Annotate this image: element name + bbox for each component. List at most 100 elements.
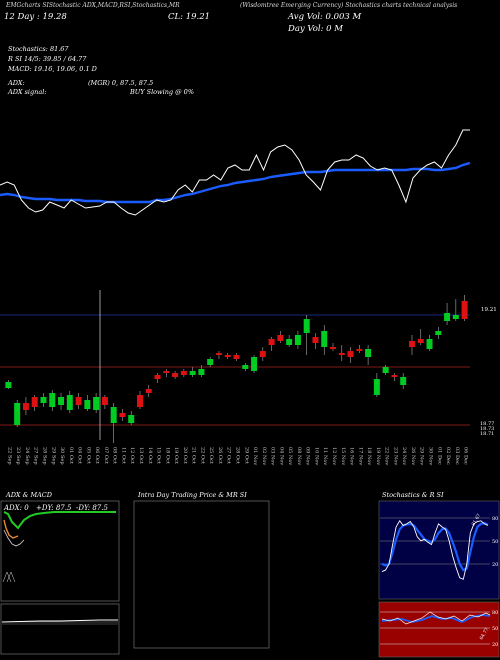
date-tick-label: 29 Sep — [50, 447, 56, 465]
candle-body — [461, 301, 468, 319]
candle-body — [198, 369, 205, 375]
candle-body — [259, 351, 266, 357]
candle-body — [251, 357, 258, 371]
candle-body — [84, 400, 91, 409]
header-top-left: EMGcharts SIStochastic ADX,MACD,RSI,Stoc… — [6, 2, 180, 9]
candle-body — [224, 355, 231, 357]
candle-body — [93, 397, 100, 410]
candle-body — [154, 375, 161, 379]
stoch-tick: 50 — [492, 539, 498, 545]
candle-body — [189, 371, 196, 375]
candle-body — [14, 403, 21, 425]
buy-info: BUY Slowing @ 0% — [130, 88, 194, 96]
candlestick-chart: 19.21 18.77 18.73 18.71 22 Sep 23 Sep 24 S… — [0, 290, 497, 465]
candle-body — [356, 349, 363, 351]
date-tick-label: 25 Oct — [208, 447, 214, 464]
adx-label: ADX: 0 — [3, 504, 29, 512]
date-tick-label: 08 Nov — [296, 447, 302, 465]
date-tick-label: 21 Oct — [191, 447, 197, 464]
candle-body — [31, 397, 38, 407]
candle-body — [66, 395, 73, 410]
adx-green-line — [3, 511, 116, 530]
date-tick-label: 17 Nov — [357, 447, 363, 465]
date-tick-label: 24 Nov — [401, 447, 407, 465]
candle-body — [408, 341, 415, 347]
date-tick-label: 08 Oct — [112, 447, 118, 464]
date-tick-label: 06 Dec — [463, 447, 469, 465]
candle-body — [233, 355, 240, 359]
date-tick-label: 03 Dec — [454, 447, 460, 465]
candle-body — [172, 373, 179, 377]
rsi-tick: 80 — [492, 610, 498, 616]
rsi-tick: 20 — [492, 642, 498, 648]
price-ma-chart — [0, 129, 471, 216]
candle-body — [426, 339, 433, 349]
candle-body — [40, 397, 47, 403]
date-tick-label: 22 Nov — [384, 447, 390, 465]
moving-average-line — [0, 161, 471, 204]
date-tick-label: 02 Nov — [261, 447, 267, 465]
candle-body — [242, 365, 249, 369]
candle-body — [417, 339, 424, 343]
stoch-rsi-panel: 80 50 20 81.67 80 50 20 64.77 — [378, 500, 500, 658]
rsi-blue-line — [381, 614, 491, 623]
rsi-info: R SI 14/5: 39.85 / 64.77 — [8, 55, 87, 63]
candle-body — [75, 397, 82, 405]
plus-dy-label: +DY: 87.5 — [36, 504, 72, 512]
adx-orange-line — [3, 519, 19, 539]
rsi-value-tag: 64.77 — [479, 627, 491, 641]
date-tick-label: 23 Sep — [15, 447, 21, 465]
price-label: 18.71 — [480, 431, 494, 437]
candle-body — [312, 337, 319, 343]
candle-body — [128, 415, 135, 423]
candle-body — [452, 315, 459, 319]
adx-signal-info: ADX signal: — [8, 88, 47, 96]
date-tick-label: 30 Nov — [428, 447, 434, 465]
price-label: 18.77 — [480, 421, 494, 427]
price-label: 18.73 — [480, 426, 494, 432]
date-tick-label: 18 Oct — [164, 447, 170, 464]
macd-info: MACD: 19.16, 19.06, 0.1 D — [8, 65, 97, 73]
date-tick-label: 19 Oct — [173, 447, 179, 464]
adx-panel: ADX: 0 +DY: 87.5 -DY: 87.5 — [0, 500, 120, 655]
date-tick-label: 19 Nov — [375, 447, 381, 465]
candle-body — [286, 339, 293, 345]
date-tick-label: 20 Oct — [182, 447, 188, 464]
macd-line — [1, 619, 118, 623]
avg-vol-label: Avg Vol: 0.003 M — [288, 12, 362, 22]
date-tick-label: 18 Nov — [366, 447, 372, 465]
mgr-info: (MGR) 0, 87.5, 87.5 — [88, 79, 154, 87]
candle-body — [136, 395, 143, 407]
candle-body — [382, 367, 389, 373]
date-tick-label: 26 Nov — [410, 447, 416, 465]
candle-body — [373, 379, 380, 395]
open-label: 12 Day : 19.28 — [4, 12, 67, 22]
rsi-white-line — [381, 611, 491, 625]
candle-body — [321, 331, 328, 347]
stoch-tick: 80 — [492, 516, 498, 522]
adx-white-line — [3, 529, 25, 547]
candle-body — [22, 403, 29, 410]
candle-body — [119, 413, 126, 417]
date-tick-label: 28 Sep — [41, 447, 47, 465]
stoch-value-tag: 81.67 — [471, 513, 483, 527]
date-tick-label: 01 Oct — [68, 447, 74, 464]
candle-body — [215, 353, 222, 355]
stoch-info: Stochastics: 81.67 — [8, 45, 69, 53]
date-tick-label: 24 Sep — [24, 447, 30, 465]
stoch-tick: 20 — [492, 562, 498, 568]
date-tick-label: 12 Oct — [129, 447, 135, 464]
minus-dy-label: -DY: 87.5 — [76, 504, 108, 512]
date-tick-label: 11 Oct — [120, 447, 126, 464]
candle-body — [400, 377, 407, 385]
date-tick-label: 30 Sep — [59, 447, 65, 465]
date-tick-label: 01 Dec — [436, 447, 442, 465]
date-tick-label: 05 Nov — [287, 447, 293, 465]
date-tick-label: 09 Nov — [305, 447, 311, 465]
date-tick-label: 06 Oct — [94, 447, 100, 464]
candle-body — [303, 319, 310, 333]
date-tick-label: 02 Dec — [445, 447, 451, 465]
stoch-d-line — [381, 521, 489, 572]
candle-body — [49, 393, 56, 407]
date-tick-label: 22 Sep — [6, 447, 12, 465]
